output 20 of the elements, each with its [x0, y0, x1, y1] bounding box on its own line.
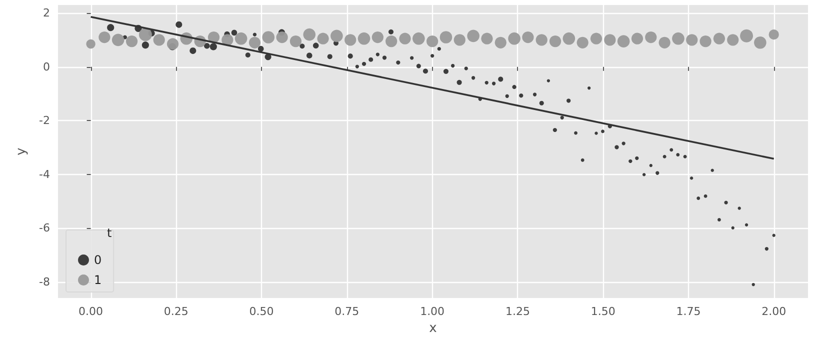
y-tick-label: -2	[39, 114, 50, 128]
legend-title: t	[107, 226, 112, 240]
x-tick-label: 0.00	[78, 305, 104, 318]
x-tick-label: 0.50	[249, 305, 274, 318]
x-tick-label: 2.00	[762, 305, 786, 318]
x-tick-label: 0.75	[334, 305, 360, 318]
x-axis-title: x	[429, 321, 438, 336]
y-tick-label: -8	[39, 275, 50, 288]
legend-label: 0	[94, 253, 102, 267]
y-tick-label: -4	[39, 168, 50, 181]
x-tick-label: 1.00	[420, 305, 445, 318]
y-axis-title: y	[14, 147, 29, 156]
y-tick-label: 0	[43, 60, 50, 74]
y-tick-label: 2	[43, 6, 50, 20]
x-tick-label: 1.75	[676, 305, 701, 318]
x-tick-label: 0.25	[164, 305, 188, 318]
y-tick-label: -6	[39, 222, 50, 235]
x-tick-label: 1.50	[590, 305, 616, 318]
legend-label: 1	[94, 273, 102, 287]
x-tick-label: 1.25	[505, 305, 530, 318]
